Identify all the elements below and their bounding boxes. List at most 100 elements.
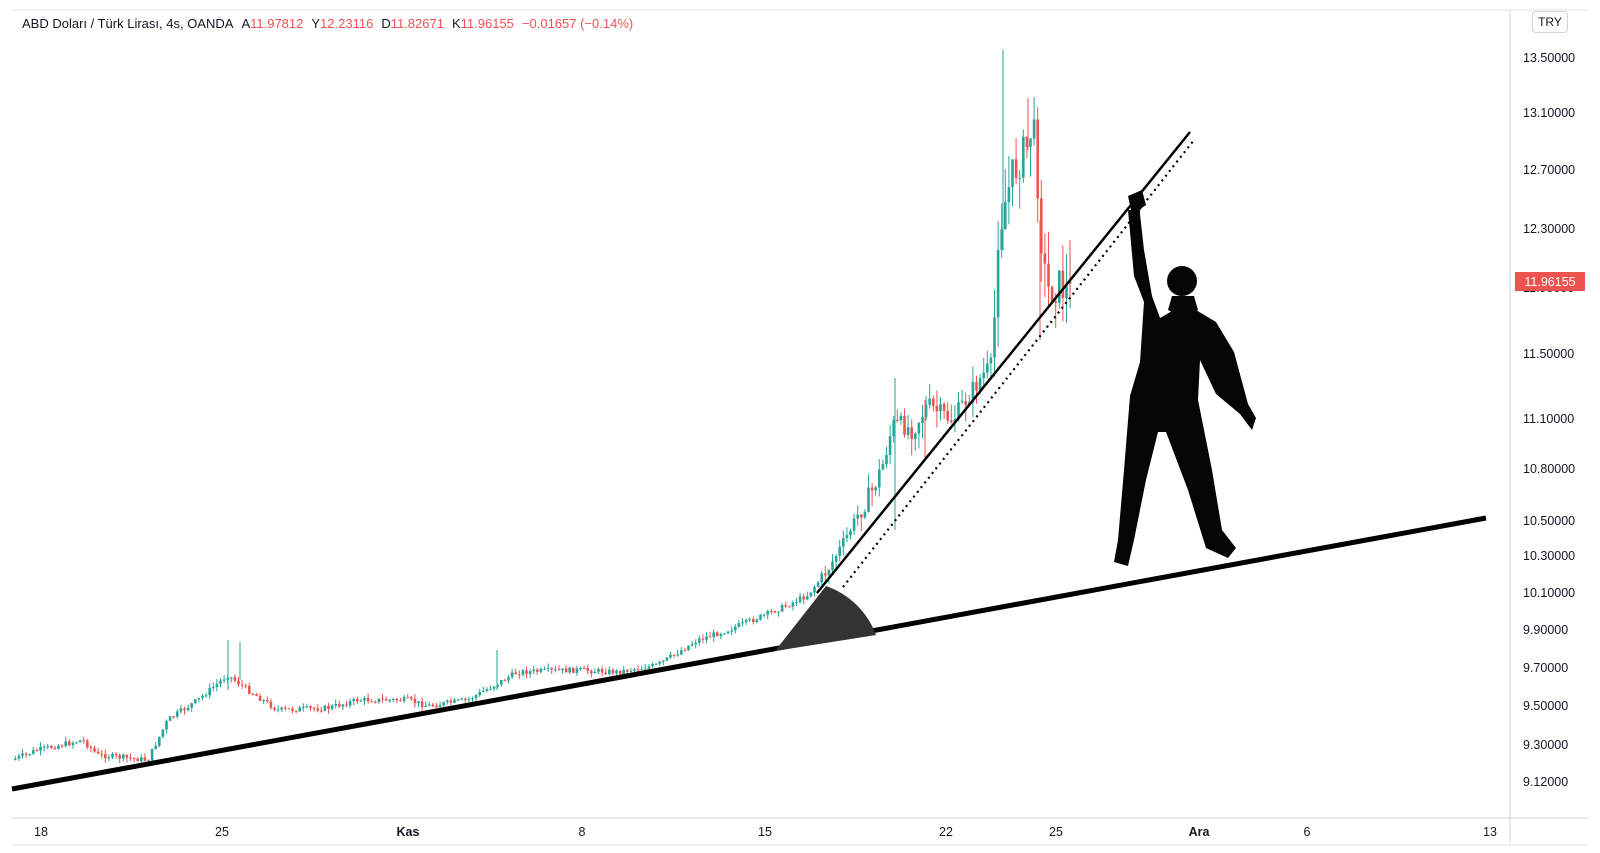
time-tick-label: 22 bbox=[939, 825, 953, 839]
candle-body bbox=[849, 530, 852, 536]
candle-body bbox=[906, 427, 910, 435]
candle-body bbox=[770, 610, 773, 612]
candle-body bbox=[424, 705, 427, 708]
candle-body bbox=[802, 596, 805, 600]
lower-trendline[interactable] bbox=[11, 515, 1487, 792]
candle-body bbox=[1014, 159, 1018, 179]
candle-body bbox=[287, 708, 291, 710]
candle-body bbox=[352, 698, 355, 702]
candle-body bbox=[438, 705, 442, 708]
candle-body bbox=[518, 674, 521, 676]
candle-body bbox=[75, 742, 78, 744]
candle-body bbox=[586, 668, 589, 671]
time-axis[interactable]: 18 25 Kas 8 15 22 25 Ara 6 13 bbox=[34, 825, 1497, 839]
candle-body bbox=[773, 611, 777, 613]
candle-body bbox=[356, 698, 359, 702]
candle-body bbox=[662, 660, 665, 662]
candle-body bbox=[705, 636, 708, 640]
candle-body bbox=[644, 668, 647, 670]
candle-body bbox=[474, 695, 478, 699]
candle-body bbox=[496, 684, 499, 687]
candle-body bbox=[129, 757, 132, 759]
candle-body bbox=[68, 741, 71, 746]
candle-body bbox=[82, 740, 85, 742]
candle-body bbox=[806, 596, 809, 600]
candle-body bbox=[669, 654, 672, 658]
current-price-tag-bg bbox=[1515, 272, 1585, 291]
candle-body bbox=[755, 619, 759, 623]
candle-body bbox=[471, 698, 474, 700]
angle-wedge[interactable] bbox=[775, 586, 876, 651]
candle-body bbox=[410, 697, 413, 699]
candle-body bbox=[863, 512, 867, 518]
candle-body bbox=[852, 518, 856, 531]
low-label: D bbox=[381, 15, 391, 31]
candle-body bbox=[1065, 283, 1068, 298]
time-tick-label: 18 bbox=[34, 825, 48, 839]
candle-body bbox=[1029, 138, 1032, 147]
candle-body bbox=[712, 632, 715, 638]
symbol-title[interactable]: ABD Doları / Türk Lirası, 4s, OANDA bbox=[22, 15, 234, 31]
candle-body bbox=[446, 700, 449, 703]
candle-body bbox=[777, 611, 780, 613]
candle-body bbox=[622, 669, 625, 675]
candle-body bbox=[1011, 159, 1014, 188]
candle-body bbox=[132, 758, 136, 760]
price-axis[interactable]: 13.5000013.1000012.7000012.3000011.90000… bbox=[1523, 51, 1575, 789]
candle-body bbox=[100, 753, 103, 755]
candle-body bbox=[35, 750, 39, 752]
candle-body bbox=[215, 683, 219, 687]
candle-body bbox=[1061, 270, 1065, 298]
currency-button[interactable]: TRY bbox=[1532, 11, 1568, 33]
candle-body bbox=[935, 405, 939, 412]
candle-body bbox=[1047, 263, 1050, 287]
candle-body bbox=[28, 753, 31, 755]
candle-body bbox=[330, 705, 334, 710]
candle-body bbox=[269, 701, 273, 708]
candle-body bbox=[827, 570, 831, 576]
candle-body bbox=[683, 650, 687, 652]
candle-body bbox=[719, 633, 723, 637]
candle-body bbox=[507, 677, 510, 681]
candle-body bbox=[248, 685, 251, 694]
steep-trendline[interactable] bbox=[816, 131, 1191, 594]
candle-body bbox=[716, 632, 719, 637]
candle-body bbox=[183, 708, 186, 711]
candle-body bbox=[604, 672, 607, 675]
candle-body bbox=[784, 605, 787, 607]
candle-body bbox=[93, 748, 96, 752]
candle-body bbox=[431, 704, 435, 706]
candle-body bbox=[1022, 136, 1025, 178]
price-tick-label: 10.50000 bbox=[1523, 514, 1575, 528]
candle-body bbox=[1018, 177, 1021, 179]
candle-body bbox=[280, 707, 283, 710]
candle-body bbox=[71, 742, 75, 746]
candle-body bbox=[161, 729, 165, 737]
candle-body bbox=[741, 622, 744, 624]
candle-body bbox=[946, 410, 949, 421]
candle-body bbox=[917, 423, 921, 434]
candle-body bbox=[842, 538, 845, 547]
candle-body bbox=[521, 670, 525, 675]
price-tick-label: 9.12000 bbox=[1523, 775, 1568, 789]
change-value: −0.01657 (−0.14%) bbox=[521, 15, 634, 31]
candle-body bbox=[489, 688, 492, 690]
candle-body bbox=[701, 638, 705, 640]
candle-body bbox=[348, 701, 352, 706]
candle-body bbox=[478, 691, 481, 696]
candle-body bbox=[532, 669, 535, 672]
candle-body bbox=[219, 680, 222, 684]
candle-body bbox=[896, 419, 899, 421]
candle-body bbox=[201, 695, 204, 698]
candle-body bbox=[798, 596, 802, 603]
candle-body bbox=[914, 433, 917, 439]
candle-body bbox=[626, 669, 629, 672]
candle-body bbox=[672, 654, 676, 656]
candle-body bbox=[341, 704, 345, 707]
open-value: 11.97812 bbox=[250, 15, 304, 31]
candle-body bbox=[539, 668, 543, 672]
close-label: K bbox=[451, 15, 461, 31]
candle-body bbox=[53, 747, 57, 749]
candle-body bbox=[276, 709, 280, 711]
